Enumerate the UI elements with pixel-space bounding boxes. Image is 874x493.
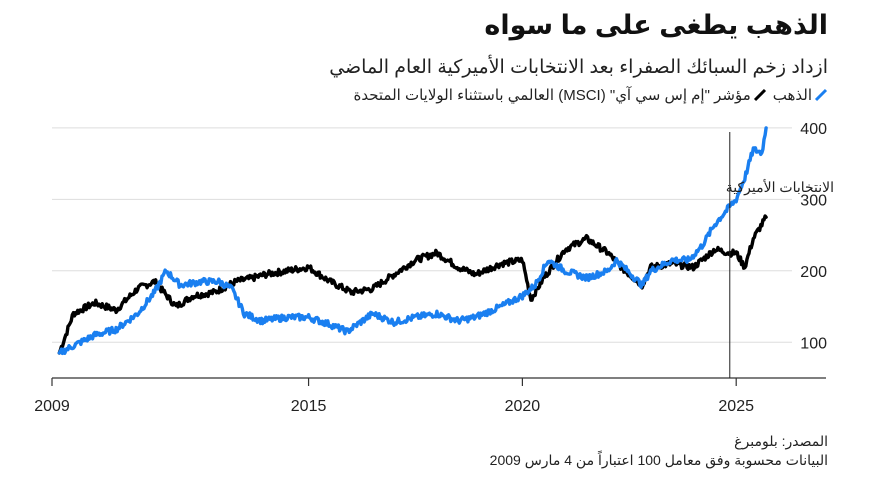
axis-layer xyxy=(51,132,826,386)
series-line-gold xyxy=(57,126,768,356)
election-annotation-label: الانتخابات الأميركية xyxy=(726,178,834,196)
grid-layer xyxy=(52,127,792,343)
gold-line-swatch-icon xyxy=(814,88,828,102)
chart-subtitle: ازداد زخم السبائك الصفراء بعد الانتخابات… xyxy=(329,57,828,78)
x-tick-label-2009: 2009 xyxy=(34,398,70,415)
series-layer xyxy=(57,126,768,356)
y-tick-label-400: 400 xyxy=(800,121,827,138)
series-line-msci xyxy=(57,214,768,355)
chart-title: الذهب يطغى على ما سواه xyxy=(484,10,828,40)
x-tick-label-2025: 2025 xyxy=(718,398,754,415)
source-note: المصدر: بلومبرغ xyxy=(734,433,828,449)
y-tick-label-200: 200 xyxy=(800,264,827,281)
y-tick-label-100: 100 xyxy=(800,335,827,352)
x-tick-label-2020: 2020 xyxy=(505,398,541,415)
legend-item-msci: مؤشر "إم إس سي آي" (MSCI) العالمي باستثن… xyxy=(353,86,766,104)
indexing-note: البيانات محسوبة وفق معامل 100 اعتباراً م… xyxy=(489,452,828,468)
msci-line-swatch-icon xyxy=(753,88,767,102)
label-layer: 100 200 300 400 2009 2015 2020 2025 الانتخابات ا… xyxy=(34,121,834,415)
legend-item-gold: الذهب xyxy=(773,86,828,104)
y-tick-label-300: 300 xyxy=(800,192,827,209)
x-tick-label-2015: 2015 xyxy=(291,398,327,415)
chart-legend: الذهب مؤشر "إم إس سي آي" (MSCI) العالمي … xyxy=(353,86,828,104)
legend-label-gold: الذهب xyxy=(772,87,812,104)
chart-footer: المصدر: بلومبرغ البيانات محسوبة وفق معام… xyxy=(490,432,828,470)
legend-label-msci: مؤشر "إم إس سي آي" (MSCI) العالمي باستثن… xyxy=(353,87,751,104)
